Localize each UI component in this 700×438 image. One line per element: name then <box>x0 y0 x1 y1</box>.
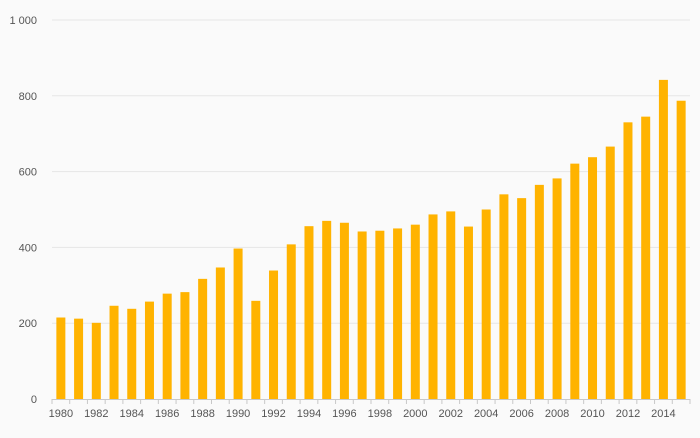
x-tick-label: 1986 <box>155 408 179 420</box>
bar-2000 <box>410 224 420 399</box>
bar-1989 <box>215 267 225 399</box>
bar-2003 <box>463 226 473 399</box>
x-tick-label: 2002 <box>439 408 463 420</box>
x-tick-label: 1994 <box>297 408 321 420</box>
bar-1992 <box>269 270 279 399</box>
x-tick-label: 2010 <box>580 408 604 420</box>
bar-2009 <box>570 163 580 399</box>
bar-2012 <box>623 122 633 399</box>
bar-1984 <box>127 308 137 399</box>
bar-2002 <box>446 211 456 399</box>
bar-2006 <box>517 198 527 399</box>
bar-2008 <box>552 178 562 399</box>
x-tick-label: 2012 <box>616 408 640 420</box>
bar-1987 <box>180 292 190 399</box>
bar-2005 <box>499 194 509 399</box>
bar-2010 <box>588 157 598 399</box>
x-tick-label: 1988 <box>190 408 214 420</box>
bar-1980 <box>56 317 66 399</box>
x-tick-label: 1996 <box>332 408 356 420</box>
x-tick-label: 2008 <box>545 408 569 420</box>
bar-1999 <box>393 228 403 399</box>
y-tick-label: 600 <box>19 167 37 179</box>
x-axis: 1980 1982 1984 1986 1988 1990 1992 1994 1996 1998… <box>49 399 691 420</box>
y-tick-label: 400 <box>19 242 37 254</box>
bar-1983 <box>109 305 119 399</box>
y-tick-label: 1 000 <box>9 15 37 27</box>
bar-1986 <box>162 293 172 399</box>
y-tick-label: 0 <box>31 394 37 406</box>
bar-1990 <box>233 248 243 399</box>
x-tick-label: 2004 <box>474 408 498 420</box>
x-tick-label: 1998 <box>368 408 392 420</box>
bar-2011 <box>605 146 615 399</box>
x-tick-label: 2006 <box>509 408 533 420</box>
x-tick-label: 1992 <box>261 408 285 420</box>
bar-1993 <box>286 244 296 399</box>
x-tick-label: 1982 <box>84 408 108 420</box>
x-tick-label: 1980 <box>49 408 73 420</box>
bar-1981 <box>74 318 84 399</box>
bar-1996 <box>339 222 349 399</box>
bar-2014 <box>658 79 668 399</box>
bar-2013 <box>641 116 651 399</box>
bar-1994 <box>304 226 314 399</box>
x-tick-label: 2014 <box>651 408 675 420</box>
bar-1988 <box>198 278 208 399</box>
y-tick-label: 200 <box>19 318 37 330</box>
y-tick-label: 800 <box>19 91 37 103</box>
bar-2004 <box>481 209 491 399</box>
x-tick-label: 1984 <box>120 408 144 420</box>
gridlines <box>52 19 690 324</box>
bar-2007 <box>534 184 544 399</box>
y-axis-labels: 0 200 400 600 800 1 000 <box>9 15 37 406</box>
bar-1982 <box>91 322 101 399</box>
bar-1998 <box>375 230 385 399</box>
x-tick-label: 1990 <box>226 408 250 420</box>
bar-1985 <box>144 301 154 399</box>
x-tick-label: 2000 <box>403 408 427 420</box>
bar-1997 <box>357 231 367 399</box>
bars <box>56 79 686 399</box>
bar-2001 <box>428 214 438 399</box>
bar-1995 <box>322 220 332 399</box>
bar-2015 <box>676 100 686 399</box>
bar-1991 <box>251 300 261 399</box>
